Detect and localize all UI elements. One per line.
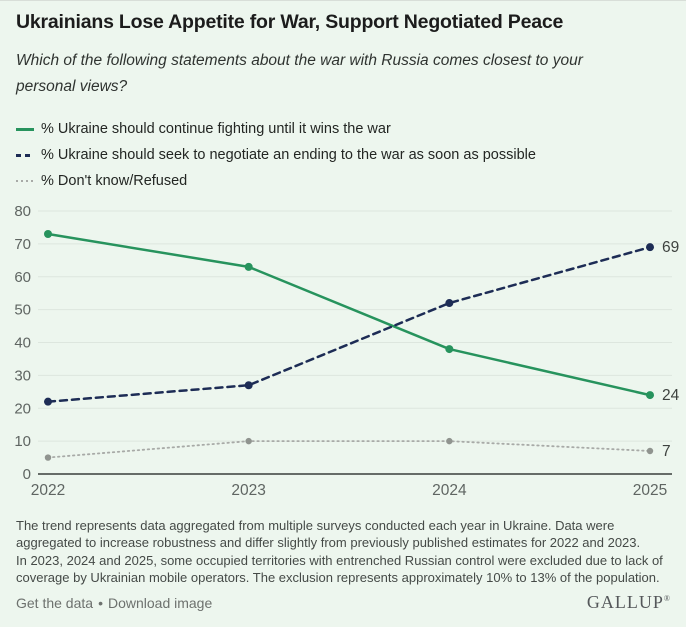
chart-legend: % Ukraine should continue fighting until… bbox=[16, 116, 666, 194]
legend-label: % Ukraine should seek to negotiate an en… bbox=[41, 147, 536, 163]
series-line-dont-know bbox=[47, 440, 651, 459]
y-tick-label: 80 bbox=[14, 203, 31, 220]
y-tick-label: 70 bbox=[14, 236, 31, 253]
data-point-negotiate-2024 bbox=[445, 299, 454, 308]
data-point-dont-know-2022 bbox=[44, 454, 52, 461]
y-tick-label: 0 bbox=[23, 466, 31, 483]
gallup-logo: GALLUP® bbox=[587, 592, 670, 613]
data-point-dont-know-2025 bbox=[646, 447, 654, 455]
end-value-label-dont-know: 7 bbox=[662, 443, 671, 460]
data-point-negotiate-2022 bbox=[44, 397, 52, 406]
x-tick-label: 2025 bbox=[633, 482, 667, 499]
data-point-dont-know-2024 bbox=[446, 437, 453, 445]
page-title: Ukrainians Lose Appetite for War, Suppor… bbox=[16, 11, 564, 33]
footnote-coverage: In 2023, 2024 and 2025, some occupied te… bbox=[16, 553, 663, 585]
y-tick-label: 30 bbox=[14, 367, 31, 384]
footer-separator: • bbox=[98, 595, 103, 611]
footer-links: Get the data • Download image bbox=[16, 595, 212, 611]
x-tick-label: 2022 bbox=[31, 482, 65, 499]
line-chart: 0 10 20 30 40 50 60 70 80 2022 2023 2024 2025 7 24 69 bbox=[14, 203, 680, 499]
data-point-negotiate-2025 bbox=[646, 243, 655, 252]
legend-swatch-dashed-navy bbox=[16, 153, 34, 157]
data-point-fighting-2025 bbox=[646, 391, 655, 400]
y-tick-label: 40 bbox=[14, 335, 31, 352]
legend-swatch-dotted-gray bbox=[16, 180, 34, 182]
legend-label: % Don't know/Refused bbox=[41, 173, 188, 189]
series-line-negotiate bbox=[46, 245, 652, 403]
series-line-fighting bbox=[46, 232, 652, 397]
get-the-data-link[interactable]: Get the data bbox=[16, 595, 94, 611]
download-image-link[interactable]: Download image bbox=[107, 595, 213, 611]
registered-mark: ® bbox=[663, 594, 670, 603]
y-tick-label: 60 bbox=[14, 269, 31, 286]
data-point-fighting-2024 bbox=[445, 345, 454, 354]
legend-item-dont-know: % Don't know/Refused bbox=[16, 168, 666, 194]
data-point-fighting-2022 bbox=[44, 230, 52, 239]
legend-item-negotiate: % Ukraine should seek to negotiate an en… bbox=[16, 142, 666, 168]
legend-label: % Ukraine should continue fighting until… bbox=[41, 121, 391, 137]
y-tick-label: 10 bbox=[14, 433, 31, 450]
x-tick-label: 2023 bbox=[231, 482, 265, 499]
gallup-logo-text: GALLUP bbox=[586, 592, 664, 612]
chart-subtitle-question: Which of the following statements about … bbox=[16, 52, 583, 95]
legend-swatch-solid-green bbox=[16, 127, 34, 131]
x-tick-label: 2024 bbox=[432, 482, 467, 499]
y-tick-label: 50 bbox=[14, 302, 31, 319]
y-tick-label: 20 bbox=[14, 400, 31, 417]
end-value-label-negotiate: 69 bbox=[662, 239, 679, 256]
footnote-methodology: The trend represents data aggregated fro… bbox=[16, 518, 641, 550]
data-point-dont-know-2023 bbox=[245, 437, 252, 445]
legend-item-fighting: % Ukraine should continue fighting until… bbox=[16, 116, 666, 142]
data-point-negotiate-2023 bbox=[244, 381, 253, 390]
end-value-label-fighting: 24 bbox=[662, 387, 680, 404]
data-point-fighting-2023 bbox=[244, 262, 253, 271]
